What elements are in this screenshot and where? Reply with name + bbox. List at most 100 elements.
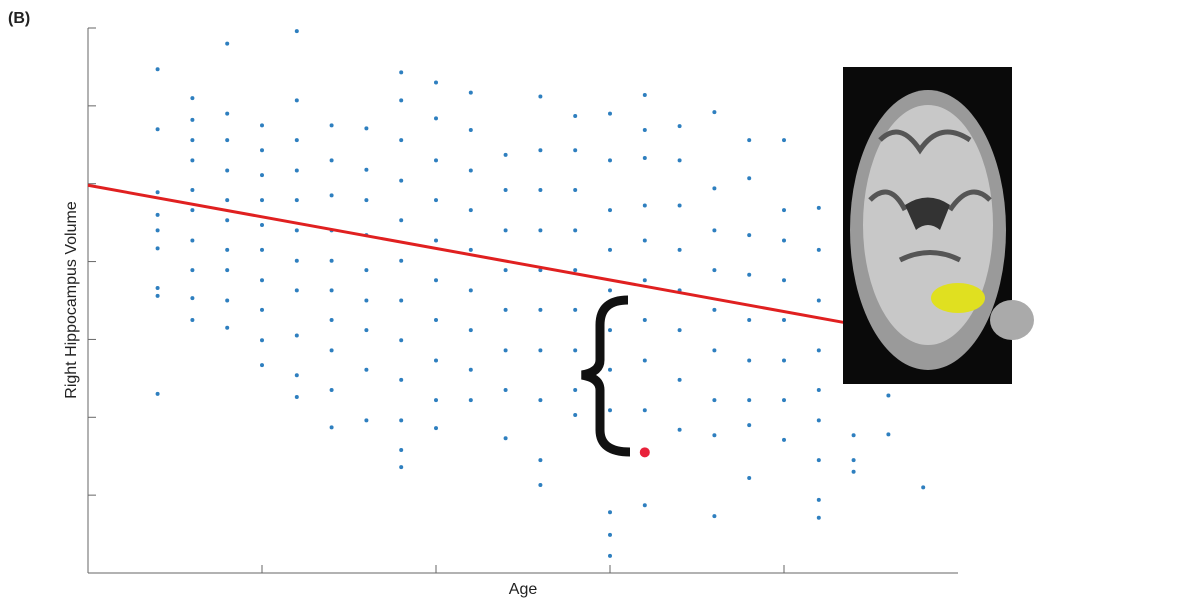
point <box>330 318 334 322</box>
point <box>817 299 821 303</box>
point <box>295 168 299 172</box>
point <box>817 388 821 392</box>
point <box>886 393 890 397</box>
point <box>295 29 299 33</box>
highlight-point <box>640 447 650 457</box>
point <box>399 448 403 452</box>
point <box>608 554 612 558</box>
point <box>434 81 438 85</box>
point <box>469 208 473 212</box>
point <box>921 485 925 489</box>
point <box>538 95 542 99</box>
point <box>608 368 612 372</box>
chart: (B) Age Right Hippocampus Volume <box>0 0 1179 598</box>
point <box>225 268 229 272</box>
point <box>678 158 682 162</box>
point <box>712 110 716 114</box>
point <box>608 328 612 332</box>
point <box>225 112 229 116</box>
point <box>782 398 786 402</box>
point <box>364 299 368 303</box>
point <box>504 436 508 440</box>
point <box>504 308 508 312</box>
point <box>747 398 751 402</box>
point <box>260 308 264 312</box>
point <box>330 288 334 292</box>
point <box>817 418 821 422</box>
point <box>782 208 786 212</box>
point <box>573 388 577 392</box>
point <box>399 98 403 102</box>
point <box>573 413 577 417</box>
point <box>156 294 160 298</box>
point <box>225 248 229 252</box>
point <box>295 98 299 102</box>
point <box>747 358 751 362</box>
point <box>469 398 473 402</box>
point <box>469 168 473 172</box>
point <box>852 433 856 437</box>
point <box>817 248 821 252</box>
point <box>260 223 264 227</box>
point <box>190 268 194 272</box>
point <box>817 458 821 462</box>
brain-image <box>843 67 1034 384</box>
point <box>330 388 334 392</box>
point <box>782 239 786 243</box>
point <box>295 259 299 263</box>
point <box>399 418 403 422</box>
point <box>225 326 229 330</box>
point <box>469 248 473 252</box>
point <box>434 398 438 402</box>
point <box>190 188 194 192</box>
point <box>538 458 542 462</box>
point <box>782 278 786 282</box>
point <box>469 328 473 332</box>
point <box>504 388 508 392</box>
point <box>504 228 508 232</box>
point <box>538 398 542 402</box>
point <box>678 124 682 128</box>
point <box>225 168 229 172</box>
point <box>643 93 647 97</box>
point <box>573 268 577 272</box>
point <box>260 198 264 202</box>
point <box>399 378 403 382</box>
point <box>643 408 647 412</box>
point <box>712 398 716 402</box>
fit-line <box>88 185 843 322</box>
plot-area <box>88 28 925 573</box>
point <box>678 248 682 252</box>
point <box>469 128 473 132</box>
point <box>782 358 786 362</box>
point <box>538 348 542 352</box>
point <box>434 158 438 162</box>
point <box>156 127 160 131</box>
point <box>399 338 403 342</box>
point <box>225 218 229 222</box>
point <box>782 438 786 442</box>
point <box>608 533 612 537</box>
point <box>190 296 194 300</box>
point <box>190 208 194 212</box>
point <box>782 318 786 322</box>
point <box>608 208 612 212</box>
point <box>747 138 751 142</box>
point <box>295 138 299 142</box>
point <box>817 348 821 352</box>
point <box>747 233 751 237</box>
point <box>608 248 612 252</box>
point <box>260 123 264 127</box>
point <box>156 286 160 290</box>
point <box>573 114 577 118</box>
point <box>434 198 438 202</box>
point <box>504 153 508 157</box>
point <box>295 228 299 232</box>
point <box>399 179 403 183</box>
point <box>747 476 751 480</box>
point <box>434 318 438 322</box>
point <box>190 318 194 322</box>
hippocampus-highlight <box>931 283 985 313</box>
point <box>643 503 647 507</box>
point <box>364 368 368 372</box>
